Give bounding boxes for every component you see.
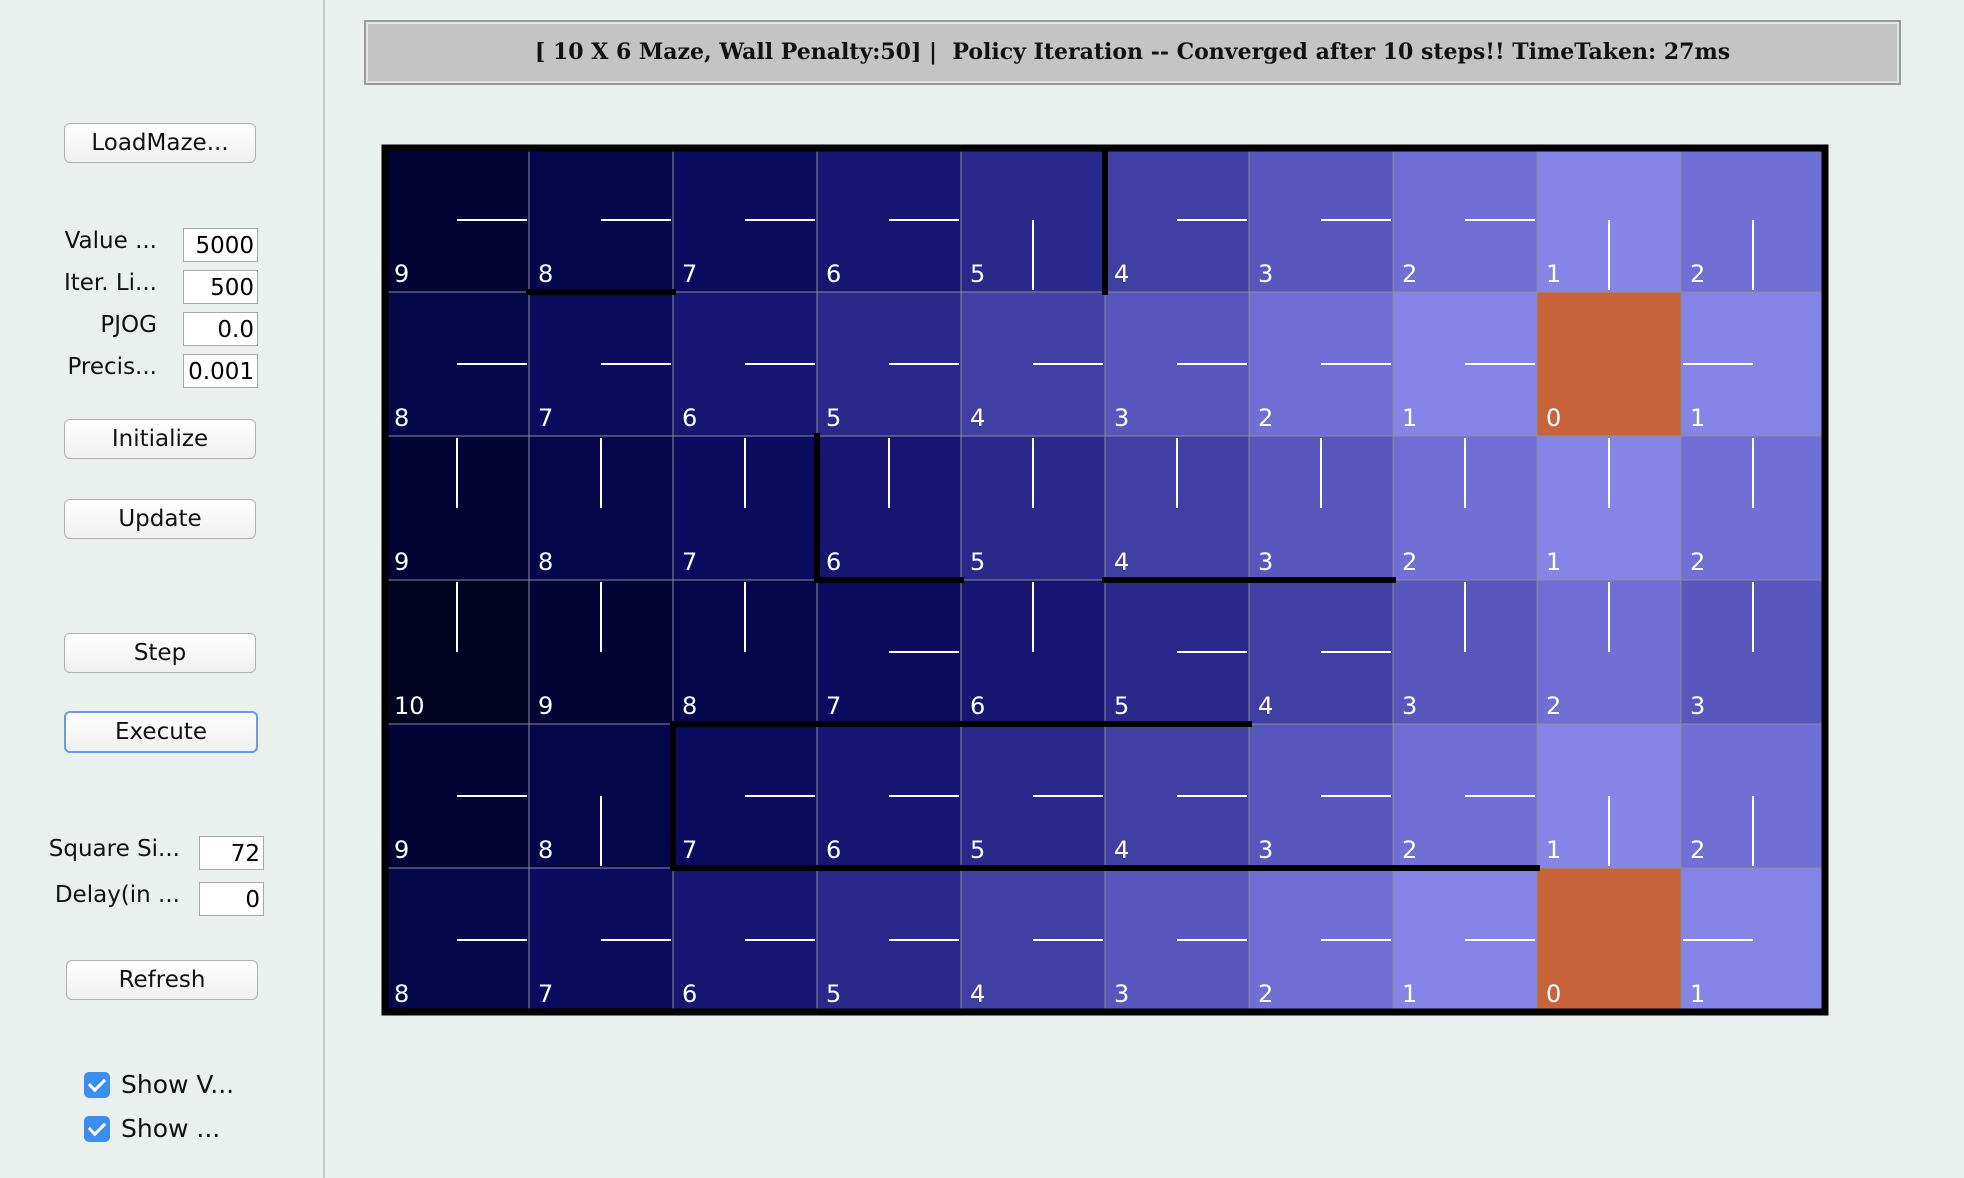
cell-value: 1: [1402, 404, 1417, 432]
field-label: Value ...: [64, 228, 157, 254]
cell-value: 10: [394, 692, 425, 720]
checkbox[interactable]: [84, 1116, 110, 1142]
cell-value: 0: [1546, 404, 1561, 432]
cell-value: 5: [826, 980, 841, 1008]
cell-value: 5: [1114, 692, 1129, 720]
status-title: [ 10 X 6 Maze, Wall Penalty:50] | Policy…: [364, 20, 1901, 85]
field-label: Precis...: [67, 354, 157, 380]
field-label: PJOG: [100, 312, 157, 338]
cell-value: 1: [1546, 836, 1561, 864]
cell-value: 9: [538, 692, 553, 720]
refresh-button[interactable]: Refresh: [66, 960, 258, 1000]
cell-value: 8: [682, 692, 697, 720]
cell-value: 7: [682, 836, 697, 864]
field-input[interactable]: 5000: [183, 228, 258, 262]
cell-value: 2: [1402, 260, 1417, 288]
cell-value: 8: [394, 980, 409, 1008]
step-button[interactable]: Step: [64, 633, 256, 673]
initialize-button[interactable]: Initialize: [64, 419, 256, 459]
field-label: Iter. Li...: [63, 270, 157, 296]
cell-value: 7: [538, 404, 553, 432]
cell-value: 4: [970, 980, 985, 1008]
cell-value: 1: [1402, 980, 1417, 1008]
cell-value: 6: [826, 836, 841, 864]
cell-value: 7: [538, 980, 553, 1008]
maze-cell: [1536, 867, 1682, 1013]
cell-value: 7: [826, 692, 841, 720]
cell-value: 3: [1690, 692, 1705, 720]
checkbox-label[interactable]: Show V...: [121, 1070, 235, 1099]
cell-value: 2: [1690, 836, 1705, 864]
cell-value: 2: [1258, 980, 1273, 1008]
cell-value: 7: [682, 548, 697, 576]
cell-value: 8: [394, 404, 409, 432]
cell-value: 0: [1546, 980, 1561, 1008]
cell-value: 4: [1114, 548, 1129, 576]
cell-value: 1: [1690, 980, 1705, 1008]
cell-value: 4: [1114, 836, 1129, 864]
cell-value: 3: [1258, 260, 1273, 288]
cell-value: 9: [394, 836, 409, 864]
field-input[interactable]: 72: [199, 836, 264, 870]
cell-value: 6: [682, 980, 697, 1008]
field-label: Square Si...: [48, 836, 180, 862]
cell-value: 1: [1690, 404, 1705, 432]
cell-value: 1: [1546, 260, 1561, 288]
cell-value: 8: [538, 260, 553, 288]
cell-value: 1: [1546, 548, 1561, 576]
cell-value: 6: [682, 404, 697, 432]
field-input[interactable]: 0.0: [183, 312, 258, 346]
maze-cell: [1536, 291, 1682, 437]
field-input[interactable]: 0: [199, 882, 264, 916]
cell-value: 4: [1258, 692, 1273, 720]
execute-button[interactable]: Execute: [64, 711, 258, 753]
cell-value: 3: [1114, 980, 1129, 1008]
cell-value: 4: [1114, 260, 1129, 288]
cell-value: 8: [538, 836, 553, 864]
cell-value: 3: [1114, 404, 1129, 432]
maze-border: [381, 144, 1829, 1016]
field-input[interactable]: 0.001: [183, 354, 258, 388]
sidebar: LoadMaze... Value ... 5000 Iter. Li... 5…: [0, 0, 325, 1178]
cell-value: 6: [826, 548, 841, 576]
field-label: Delay(in ...: [54, 882, 180, 908]
checkbox[interactable]: [84, 1072, 110, 1098]
cell-value: 6: [826, 260, 841, 288]
cell-value: 5: [970, 836, 985, 864]
cell-value: 6: [970, 692, 985, 720]
cell-value: 3: [1402, 692, 1417, 720]
cell-value: 9: [394, 260, 409, 288]
load-button[interactable]: LoadMaze...: [64, 123, 256, 163]
cell-value: 2: [1690, 548, 1705, 576]
cell-value: 9: [394, 548, 409, 576]
cell-value: 2: [1402, 836, 1417, 864]
checkbox-label[interactable]: Show ...: [121, 1114, 221, 1143]
cell-value: 8: [538, 548, 553, 576]
field-input[interactable]: 500: [183, 270, 258, 304]
cell-value: 2: [1402, 548, 1417, 576]
cell-value: 4: [970, 404, 985, 432]
cell-value: 5: [970, 260, 985, 288]
cell-value: 2: [1690, 260, 1705, 288]
cell-value: 3: [1258, 548, 1273, 576]
cell-value: 3: [1258, 836, 1273, 864]
update-button[interactable]: Update: [64, 499, 256, 539]
cell-value: 7: [682, 260, 697, 288]
cell-value: 2: [1258, 404, 1273, 432]
cell-value: 5: [970, 548, 985, 576]
cell-value: 2: [1546, 692, 1561, 720]
cell-value: 5: [826, 404, 841, 432]
